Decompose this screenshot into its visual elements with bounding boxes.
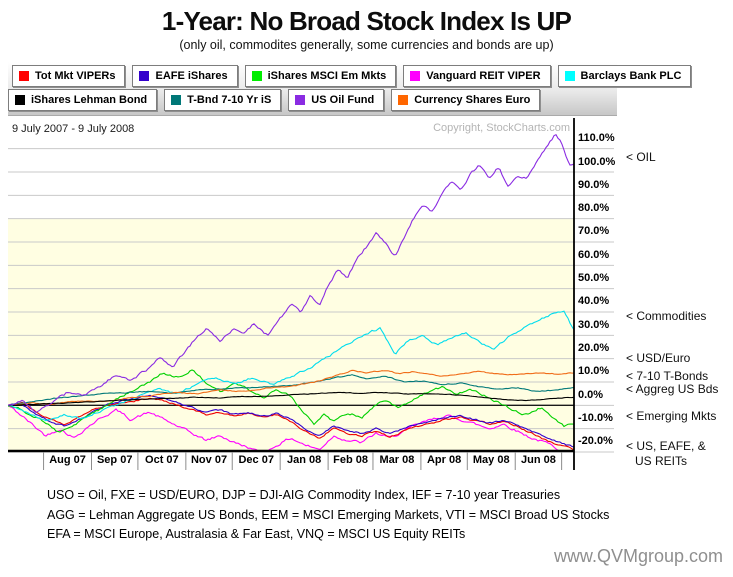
- legend-row-1: Tot Mkt VIPERs EAFE iShares iShares MSCI E…: [12, 65, 692, 87]
- series-line-5: [8, 374, 574, 406]
- y-axis-label-0: 0.0%: [578, 388, 604, 401]
- y-axis-label-70: 70.0%: [578, 225, 610, 238]
- legend-button-t-bnd-7-10-yr-is[interactable]: T-Bnd 7-10 Yr iS: [164, 89, 282, 111]
- annotation-2: < USD/Euro: [626, 351, 690, 366]
- legend-label: T-Bnd 7-10 Yr iS: [187, 94, 272, 106]
- annotation-line: < US, EAFE, &: [626, 438, 706, 453]
- watermark: www.QVMgroup.com: [553, 546, 723, 566]
- footnote-line-3: EFA = MSCI Europe, Australasia & Far Eas…: [47, 527, 466, 541]
- legend-label: US Oil Fund: [311, 94, 375, 106]
- annotation-line: US REITs: [635, 453, 688, 468]
- series-line-0: [8, 404, 574, 452]
- annotation-line: < USD/Euro: [626, 350, 691, 365]
- y-axis-label-80: 80.0%: [578, 202, 610, 215]
- legend-button-ishares-lehman-bond[interactable]: iShares Lehman Bond: [8, 89, 158, 111]
- copyright-label: Copyright, StockCharts.com: [433, 122, 570, 134]
- legend-button-eafe-ishares[interactable]: EAFE iShares: [132, 65, 238, 87]
- legend-label: Barclays Bank PLC: [580, 70, 682, 82]
- legend-button-ishares-msci-em-mkts[interactable]: iShares MSCI Em Mkts: [244, 65, 397, 87]
- x-axis-label-nov-07: Nov 07: [190, 454, 228, 466]
- footnote-line-2: AGG = Lehman Aggregate US Bonds, EEM = M…: [47, 507, 610, 522]
- annotation-line: < OIL: [626, 150, 656, 164]
- footnote-line-1: USO = Oil, FXE = USD/EURO, DJP = DJI-AIG…: [47, 488, 561, 502]
- annotation-0: < OIL: [626, 150, 656, 165]
- x-axis-label-feb-08: Feb 08: [333, 454, 368, 466]
- y-axis-label-60: 60.0%: [578, 248, 610, 261]
- x-axis-label-mar-08: Mar 08: [379, 454, 415, 466]
- date-range-label: 9 July 2007 - 9 July 2008: [12, 123, 135, 135]
- x-axis-label-oct-07: Oct 07: [145, 454, 179, 466]
- annotation-line: < Commodities: [626, 308, 707, 323]
- x-axis-label-dec-07: Dec 07: [238, 454, 274, 466]
- annotation-6: < US, EAFE, & US REITs: [626, 439, 706, 469]
- series-line-8: [8, 133, 574, 414]
- page-title: 1-Year: No Broad Stock Index Is UP: [161, 6, 572, 36]
- x-axis-label-may-08: May 08: [472, 454, 510, 466]
- legend-button-tot-mkt-vipers[interactable]: Tot Mkt VIPERs: [12, 65, 126, 87]
- annotation-line: < 7-10 T-Bonds: [626, 368, 709, 383]
- legend-button-us-oil-fund[interactable]: US Oil Fund: [288, 89, 385, 111]
- y-axis-label-30: 30.0%: [578, 318, 610, 331]
- annotation-3: < 7-10 T-Bonds: [626, 369, 708, 384]
- legend-swatch: [19, 71, 29, 81]
- series-line-7: [8, 391, 574, 406]
- legend-button-vanguard-reit-viper[interactable]: Vanguard REIT VIPER: [403, 65, 551, 87]
- legend-button-barclays-bank-plc[interactable]: Barclays Bank PLC: [557, 65, 692, 87]
- legend-label: iShares Lehman Bond: [31, 94, 148, 106]
- y-axis-label-20: 20.0%: [578, 342, 610, 355]
- legend-swatch: [398, 95, 409, 105]
- legend-swatch: [295, 95, 306, 105]
- y-axis-label-90: 90.0%: [578, 178, 610, 191]
- legend-swatch: [251, 71, 262, 81]
- legend-swatch: [171, 95, 182, 105]
- x-axis-label-jan-08: Jan 08: [287, 454, 322, 466]
- x-axis-label-apr-08: Apr 08: [426, 454, 462, 466]
- annotation-line: < Emerging Mkts: [626, 408, 717, 423]
- page-subtitle: (only oil, commodites generally, some cu…: [179, 38, 554, 52]
- annotation-1: < Commodities: [626, 309, 706, 324]
- legend-swatch: [15, 95, 25, 105]
- y-axis-label-100: 100.0%: [578, 155, 616, 168]
- x-axis-label-aug-07: Aug 07: [49, 454, 86, 466]
- legend-label: Tot Mkt VIPERs: [35, 70, 116, 82]
- legend-label: iShares MSCI Em Mkts: [267, 70, 387, 82]
- legend-label: Currency Shares Euro: [414, 94, 531, 106]
- legend-panel: Tot Mkt VIPERs EAFE iShares iShares MSCI E…: [8, 62, 692, 116]
- x-axis-label-sep-07: Sep 07: [96, 454, 133, 466]
- annotation-5: < Emerging Mkts: [626, 409, 716, 424]
- legend-swatch: [139, 71, 150, 81]
- legend-label: Vanguard REIT VIPER: [426, 70, 541, 82]
- footnotes: USO = Oil, FXE = USD/EURO, DJP = DJI-AIG…: [47, 486, 609, 545]
- series-line-4: [8, 310, 574, 422]
- legend-label: EAFE iShares: [155, 70, 228, 82]
- annotation-line: < Aggreg US Bds: [626, 381, 719, 396]
- series-line-3: [8, 369, 574, 433]
- legend-swatch: [410, 71, 421, 81]
- x-axis-label-jun-08: Jun 08: [520, 454, 556, 466]
- y-axis-label-50: 50.0%: [578, 272, 610, 285]
- annotation-4: < Aggreg US Bds: [626, 382, 718, 397]
- y-axis-label--20: -20.0%: [578, 435, 613, 448]
- legend-button-currency-shares-euro[interactable]: Currency Shares Euro: [391, 89, 541, 111]
- y-axis-label-110: 110.0%: [578, 132, 615, 145]
- legend-swatch: [564, 71, 575, 81]
- legend-row-2: iShares Lehman Bond T-Bnd 7-10 Yr iS US Oi…: [8, 89, 541, 111]
- y-axis-label-10: 10.0%: [578, 365, 610, 378]
- y-axis-label-40: 40.0%: [578, 295, 610, 308]
- y-axis-label--10: -10.0%: [578, 412, 613, 425]
